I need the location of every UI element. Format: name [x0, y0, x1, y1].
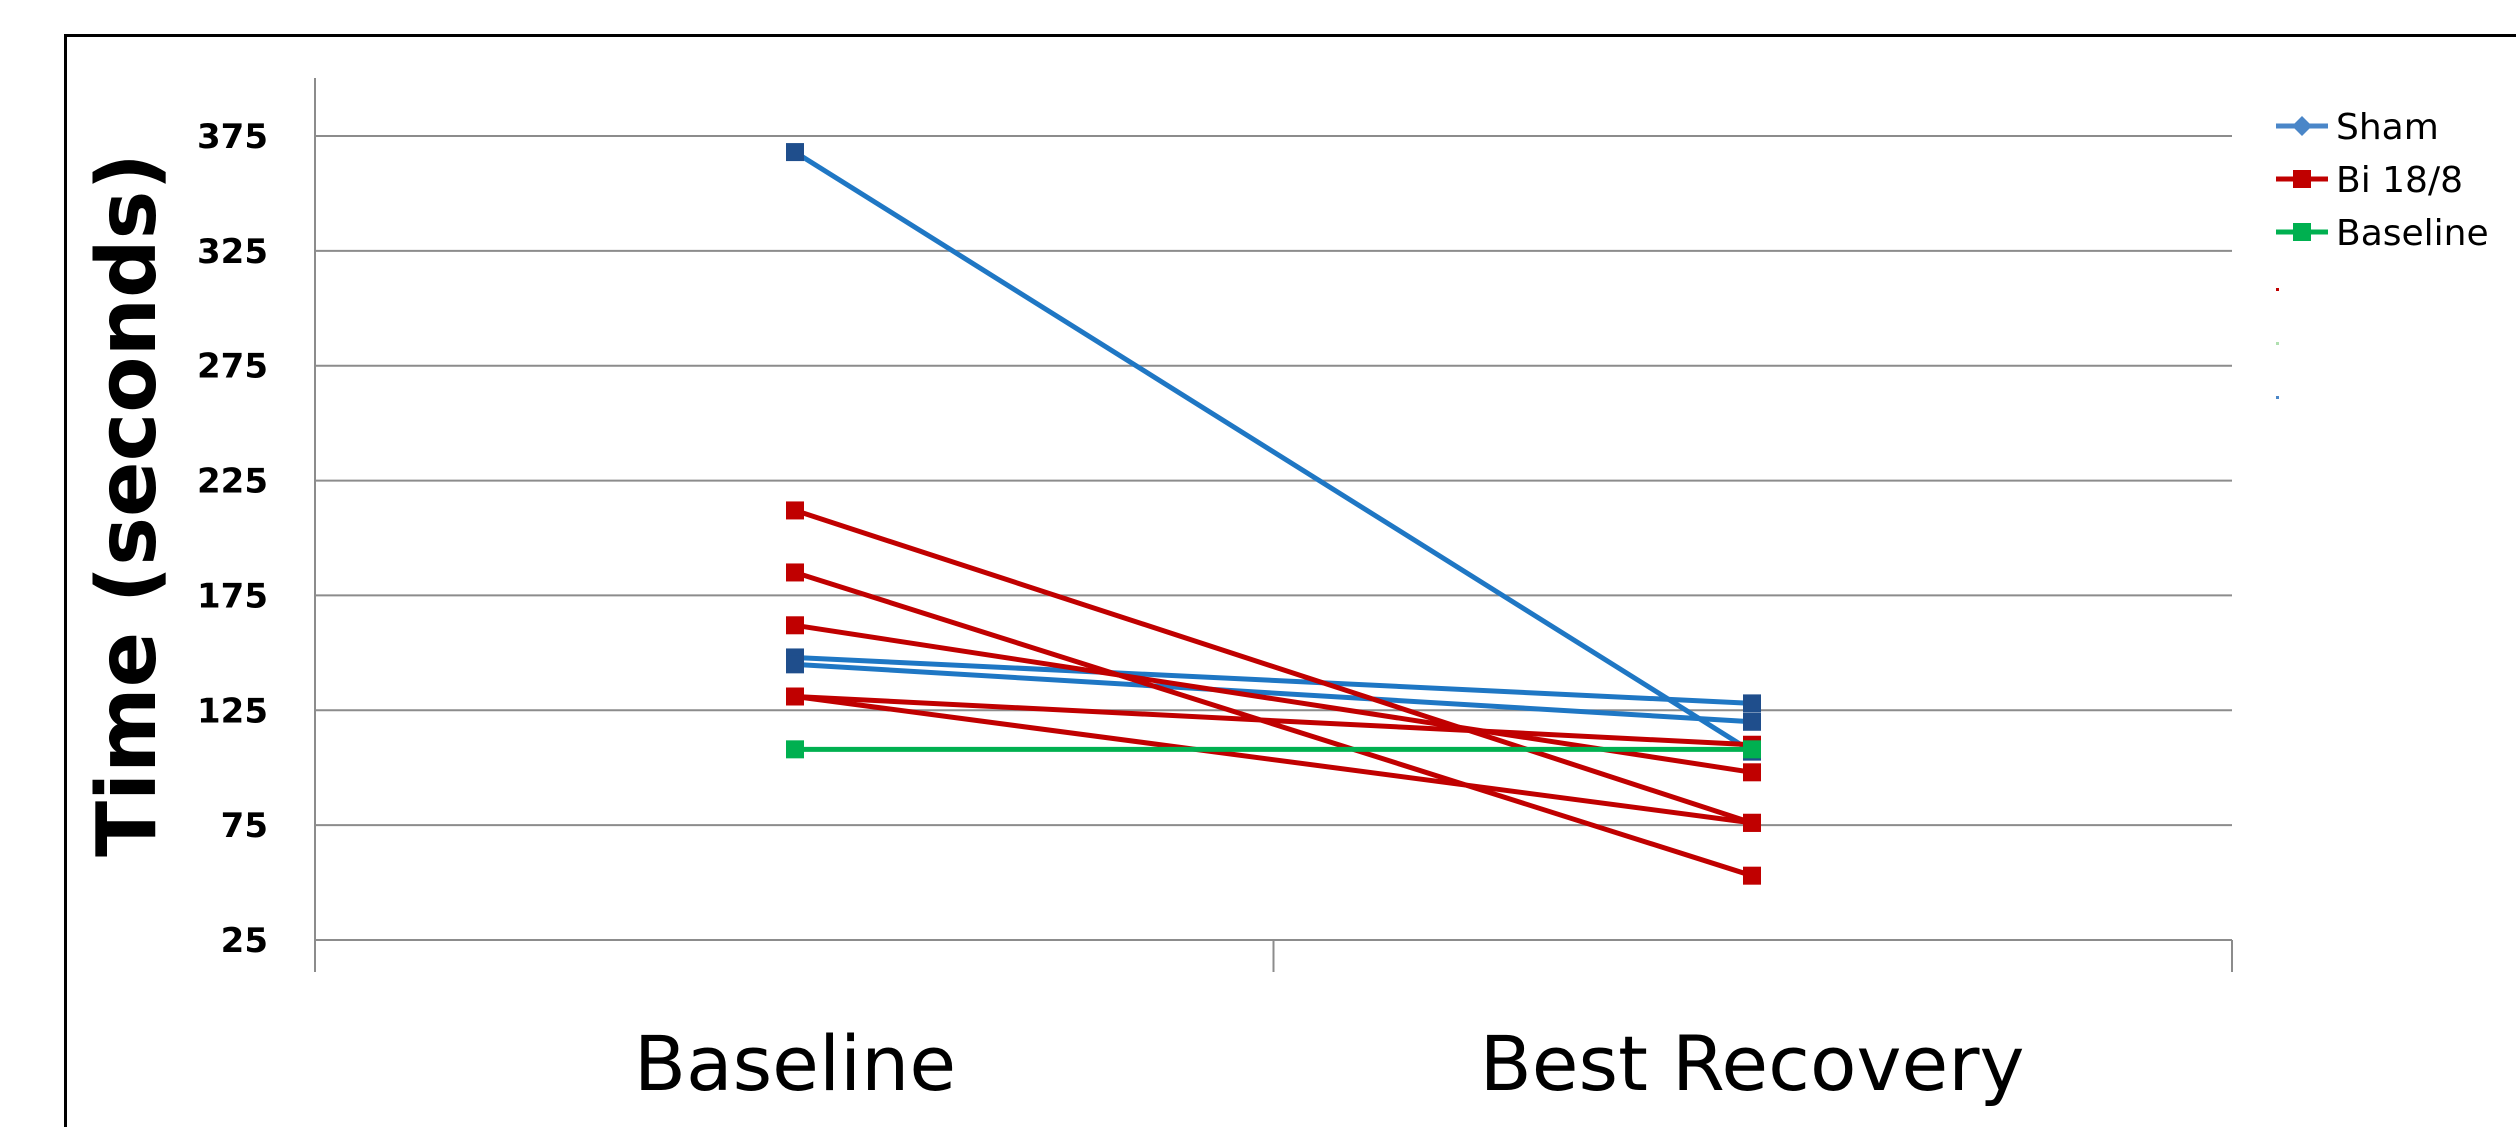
data-point-2-1 [1743, 712, 1761, 731]
series-line-0 [793, 149, 1754, 754]
data-point-8-1 [1743, 740, 1761, 759]
data-point-0-0 [786, 143, 804, 162]
chart-frame [64, 34, 2516, 1127]
legend-marker-2 [2293, 223, 2311, 241]
y-tick-label-25: 25 [221, 921, 268, 961]
series-line-6 [794, 694, 1753, 748]
legend-label-1: Bi 18/8 [2336, 160, 2463, 201]
data-point-5-0 [786, 616, 804, 635]
legend-marker-1 [2293, 170, 2311, 188]
series-line-2 [794, 661, 1753, 725]
y-tick-label-75: 75 [221, 806, 268, 846]
series-lines [786, 143, 1761, 885]
legend: Sham Bi 18/8 Baseline [2276, 107, 2489, 399]
x-category-label-1: Best Recovery [1480, 1019, 2025, 1108]
y-tick-label-175: 175 [197, 576, 268, 616]
legend-marker-0 [2292, 116, 2312, 136]
y-tick-label-275: 275 [197, 347, 268, 387]
y-tick-label-125: 125 [197, 691, 268, 731]
series-line-3 [794, 508, 1753, 826]
data-point-5-1 [1743, 763, 1761, 782]
x-category-label-0: Baseline [634, 1019, 956, 1108]
legend-speck-0 [2276, 288, 2279, 291]
data-point-2-0 [786, 655, 804, 674]
data-point-4-0 [786, 563, 804, 582]
data-point-4-1 [1743, 866, 1761, 885]
series-line-1 [794, 654, 1753, 706]
y-tick-label-225: 225 [197, 462, 268, 502]
data-point-1-1 [1743, 694, 1761, 713]
legend-speck-2 [2276, 396, 2279, 399]
gridlines [315, 135, 2232, 941]
y-axis-label: Time (seconds) [80, 153, 175, 857]
data-point-8-0 [786, 740, 804, 759]
legend-label-0: Sham [2336, 107, 2439, 148]
legend-speck-1 [2276, 342, 2279, 345]
y-tick-label-375: 375 [197, 117, 268, 157]
data-point-7-1 [1743, 813, 1761, 832]
series-line-7 [794, 694, 1753, 826]
y-tick-label-325: 325 [197, 232, 268, 272]
series-line-4 [794, 570, 1753, 879]
axes: 25 75 125 175 225 275 325 375 Baseline Best Recov… [197, 78, 2233, 1108]
legend-label-2: Baseline [2336, 213, 2489, 254]
data-point-7-0 [786, 687, 804, 706]
data-point-3-0 [786, 501, 804, 520]
